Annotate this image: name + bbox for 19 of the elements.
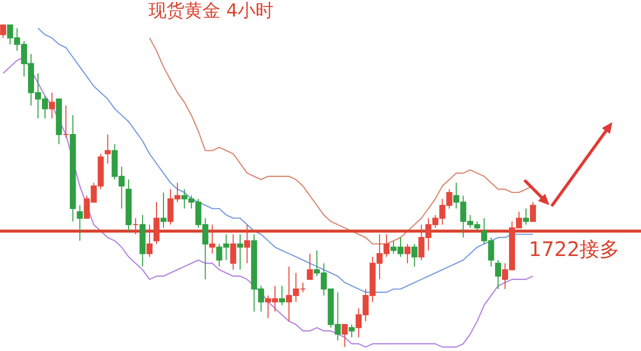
candlestick bbox=[76, 204, 83, 242]
candlestick bbox=[342, 324, 348, 348]
candlestick bbox=[237, 234, 244, 270]
candlestick bbox=[230, 234, 236, 270]
candlestick bbox=[411, 243, 418, 267]
candlestick bbox=[404, 243, 410, 264]
candlestick bbox=[495, 260, 502, 290]
candlestick bbox=[522, 208, 529, 226]
candlestick bbox=[104, 134, 111, 164]
chart-title: 现货黄金 4小时 bbox=[148, 0, 274, 22]
ref-line-label: 1722接多 bbox=[528, 237, 620, 262]
candlestick bbox=[48, 92, 55, 119]
candlestick bbox=[62, 105, 69, 138]
candlestick bbox=[0, 24, 6, 38]
candlestick bbox=[348, 324, 355, 338]
candlestick bbox=[306, 253, 313, 280]
candlestick bbox=[160, 192, 166, 228]
candlestick bbox=[278, 285, 285, 306]
candlestick bbox=[530, 202, 536, 222]
